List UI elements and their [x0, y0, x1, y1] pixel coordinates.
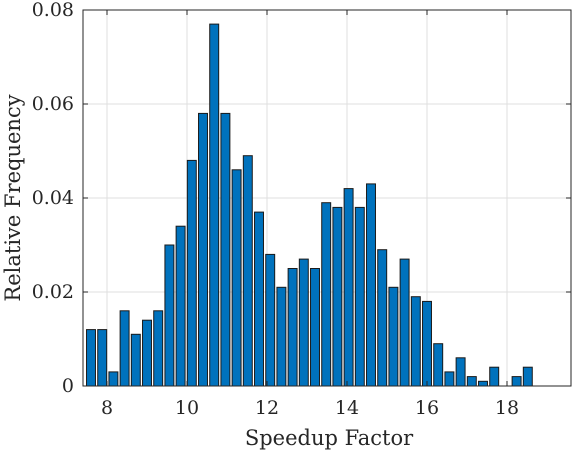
x-axis-label: Speedup Factor [245, 426, 414, 450]
bar [287, 268, 298, 387]
bar [478, 380, 488, 387]
y-tick-label: 0 [62, 375, 74, 397]
y-axis-label: Relative Frequency [1, 94, 25, 301]
y-tick-label: 0.08 [32, 0, 74, 21]
bar [242, 155, 253, 387]
axes [82, 9, 572, 387]
bar [321, 202, 332, 387]
x-tick-labels: 8 10 12 14 16 18 [101, 397, 519, 419]
y-tick-label: 0.02 [32, 281, 74, 303]
bar [298, 258, 309, 387]
bar [466, 376, 477, 387]
bar [511, 376, 522, 387]
bar [164, 244, 175, 387]
bar [119, 310, 130, 387]
bar [86, 329, 96, 387]
bar [366, 183, 376, 387]
bar [198, 112, 208, 387]
bar [332, 206, 343, 387]
bar [130, 333, 141, 387]
bar [410, 296, 421, 387]
bar [422, 300, 432, 387]
bar [265, 253, 276, 387]
bar [209, 23, 220, 387]
y-tick-labels: 0 0.02 0.04 0.06 0.08 [32, 0, 74, 397]
bar [455, 357, 466, 387]
bar [153, 310, 164, 387]
bar [354, 206, 365, 387]
y-tick-label: 0.06 [32, 93, 74, 115]
bar [399, 258, 410, 387]
y-tick-label: 0.04 [32, 187, 74, 209]
x-tick-label: 16 [415, 397, 439, 419]
bar [310, 268, 320, 387]
bar [377, 249, 388, 387]
x-tick-label: 12 [255, 397, 279, 419]
bar [220, 112, 231, 387]
bar [388, 286, 399, 387]
bar [186, 159, 197, 387]
bar [276, 286, 287, 387]
bar [444, 371, 455, 387]
bar [97, 329, 108, 387]
bar [142, 319, 152, 387]
bar [522, 366, 533, 387]
x-tick-label: 10 [175, 397, 199, 419]
x-tick-label: 14 [335, 397, 359, 419]
x-tick-label: 8 [101, 397, 113, 419]
bar [175, 225, 186, 387]
bar [254, 211, 264, 387]
x-tick-label: 18 [495, 397, 519, 419]
bar [231, 169, 242, 387]
bar [433, 343, 444, 387]
bar [108, 371, 119, 387]
bar [343, 188, 354, 387]
bar [489, 366, 500, 387]
bars [86, 23, 533, 387]
